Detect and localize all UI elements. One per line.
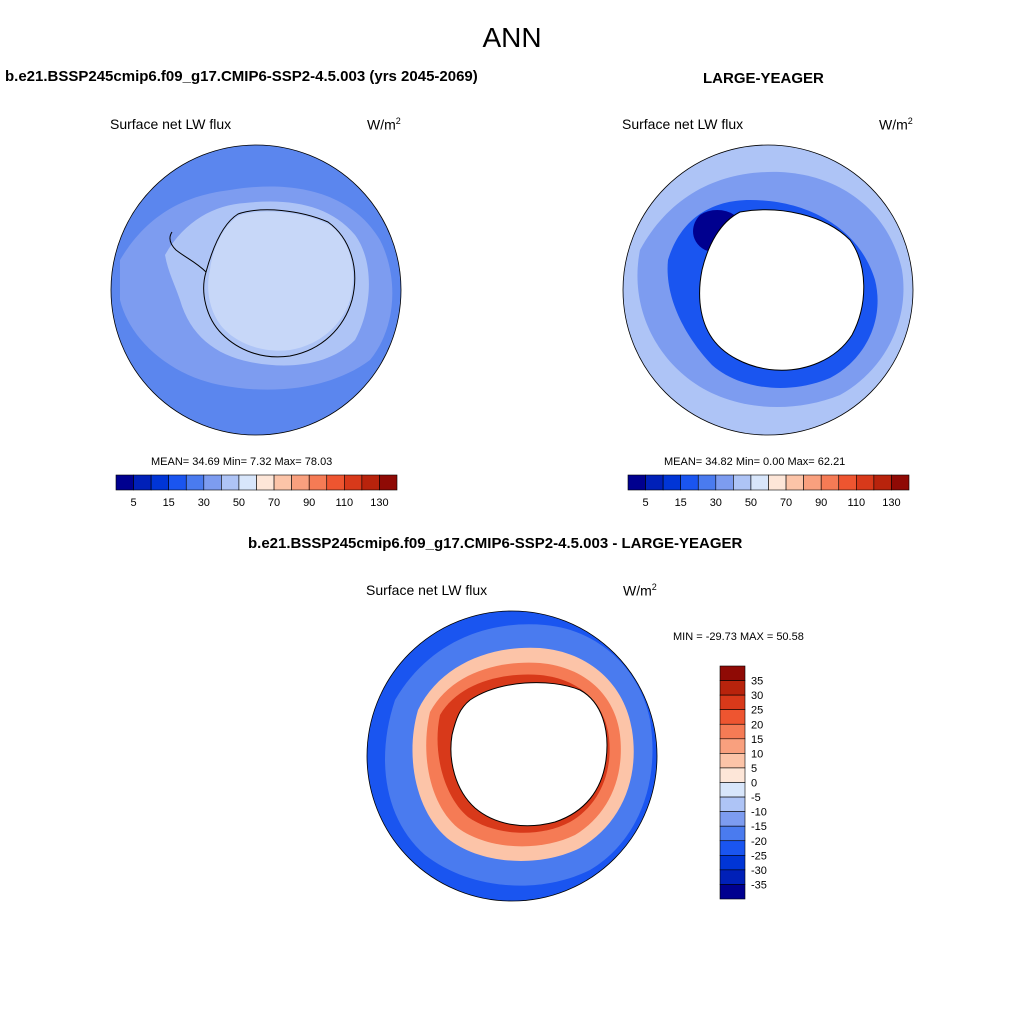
colorbar-swatch — [891, 474, 910, 491]
colorbar-swatch — [697, 474, 717, 491]
panel2-units: W/m2 — [879, 116, 913, 133]
colorbar-swatch — [719, 738, 746, 754]
colorbar-tick-label: 15 — [751, 734, 763, 746]
figure-title: ANN — [482, 22, 542, 53]
colorbar-swatch — [719, 680, 746, 696]
colorbar-swatch — [645, 474, 664, 491]
panel2-map — [622, 144, 914, 436]
panel3-title: b.e21.BSSP245cmip6.f09_g17.CMIP6-SSP2-4.… — [248, 535, 743, 552]
colorbar-swatch — [719, 796, 746, 812]
colorbar-tick-label: 90 — [303, 497, 315, 509]
colorbar-tick-label: 30 — [198, 497, 210, 509]
colorbar-swatch — [308, 474, 328, 491]
colorbar-swatch — [168, 474, 187, 491]
colorbar-tick-label: 0 — [751, 778, 757, 790]
colorbar-swatch — [785, 474, 804, 491]
colorbar-tick-label: 20 — [751, 719, 763, 731]
colorbar-swatch — [150, 474, 169, 491]
panel1-stats: MEAN= 34.69 Min= 7.32 Max= 78.03 — [151, 456, 333, 468]
colorbar-swatch — [719, 825, 746, 842]
colorbar-tick-label: 5 — [131, 497, 137, 509]
colorbar-swatch — [185, 474, 205, 491]
colorbar-tick-label: 130 — [370, 497, 388, 509]
panel3-variable-label: Surface net LW flux — [366, 582, 488, 598]
colorbar-swatch — [719, 840, 746, 856]
colorbar-tick-label: 35 — [751, 676, 763, 688]
colorbar-swatch — [719, 811, 746, 827]
colorbar-swatch — [221, 474, 240, 491]
colorbar-swatch — [733, 474, 752, 491]
colorbar-swatch — [820, 474, 840, 491]
colorbar-swatch — [238, 474, 257, 491]
colorbar-swatch — [715, 474, 734, 491]
colorbar-swatch — [719, 855, 746, 871]
colorbar-tick-label: 90 — [815, 497, 827, 509]
panel1-colorbar: 5 15 30 50 70 90 110 130 — [115, 474, 398, 509]
colorbar-tick-label: -35 — [751, 879, 767, 891]
colorbar-swatch — [768, 474, 787, 491]
colorbar-tick-label: 110 — [848, 497, 866, 509]
colorbar-swatch — [719, 709, 746, 725]
panel1-variable-label: Surface net LW flux — [110, 116, 232, 132]
panel2-title: LARGE-YEAGER — [703, 70, 824, 87]
colorbar-swatch — [662, 474, 681, 491]
colorbar-swatch — [115, 474, 134, 491]
colorbar-tick-label: 5 — [751, 763, 757, 775]
panel3-colorbar: 35 30 25 20 15 10 5 0 -5 -10 -15 -20 -25 -30 -35 — [719, 665, 767, 900]
panel3-stats: MIN = -29.73 MAX = 50.58 — [673, 631, 804, 643]
colorbar-swatch — [719, 782, 746, 798]
colorbar-tick-label: 70 — [780, 497, 792, 509]
panel3-units: W/m2 — [623, 582, 657, 599]
colorbar-tick-label: 30 — [751, 690, 763, 702]
colorbar-swatch — [627, 474, 646, 491]
colorbar-swatch — [361, 474, 380, 491]
colorbar-swatch — [379, 474, 398, 491]
colorbar-swatch — [680, 474, 699, 491]
panel1-title: b.e21.BSSP245cmip6.f09_g17.CMIP6-SSP2-4.… — [5, 68, 478, 85]
panel3-map — [366, 610, 658, 902]
panel1-map — [110, 144, 402, 436]
colorbar-swatch — [344, 474, 363, 491]
colorbar-tick-label: -25 — [751, 850, 767, 862]
colorbar-swatch — [838, 474, 857, 491]
colorbar-swatch — [719, 694, 746, 710]
colorbar-swatch — [203, 474, 222, 491]
colorbar-swatch — [719, 753, 746, 769]
colorbar-swatch — [719, 869, 746, 885]
colorbar-swatch — [750, 474, 769, 491]
colorbar-swatch — [719, 665, 746, 681]
panel2-stats: MEAN= 34.82 Min= 0.00 Max= 62.21 — [664, 456, 846, 468]
colorbar-swatch — [803, 474, 822, 491]
colorbar-tick-label: 130 — [882, 497, 900, 509]
panel2-variable-label: Surface net LW flux — [622, 116, 744, 132]
colorbar-swatch — [133, 474, 152, 491]
colorbar-tick-label: 15 — [163, 497, 175, 509]
colorbar-tick-label: 50 — [745, 497, 757, 509]
colorbar-tick-label: -30 — [751, 865, 767, 877]
colorbar-tick-label: -10 — [751, 807, 767, 819]
colorbar-swatch — [719, 723, 746, 740]
colorbar-tick-label: 15 — [675, 497, 687, 509]
colorbar-swatch — [719, 767, 746, 783]
colorbar-tick-label: -20 — [751, 836, 767, 848]
colorbar-tick-label: 5 — [643, 497, 649, 509]
colorbar-swatch — [273, 474, 292, 491]
panel1-units: W/m2 — [367, 116, 401, 133]
colorbar-swatch — [873, 474, 892, 491]
panel2-colorbar: 5 15 30 50 70 90 110 130 — [627, 474, 910, 509]
colorbar-tick-label: -5 — [751, 792, 761, 804]
colorbar-swatch — [326, 474, 345, 491]
colorbar-tick-label: 110 — [336, 497, 354, 509]
colorbar-swatch — [856, 474, 875, 491]
colorbar-tick-label: 70 — [268, 497, 280, 509]
colorbar-tick-label: 30 — [710, 497, 722, 509]
colorbar-swatch — [719, 884, 746, 900]
colorbar-tick-label: 50 — [233, 497, 245, 509]
colorbar-tick-label: -15 — [751, 821, 767, 833]
colorbar-tick-label: 10 — [751, 748, 763, 760]
colorbar-swatch — [256, 474, 275, 491]
colorbar-swatch — [291, 474, 310, 491]
colorbar-tick-label: 25 — [751, 705, 763, 717]
